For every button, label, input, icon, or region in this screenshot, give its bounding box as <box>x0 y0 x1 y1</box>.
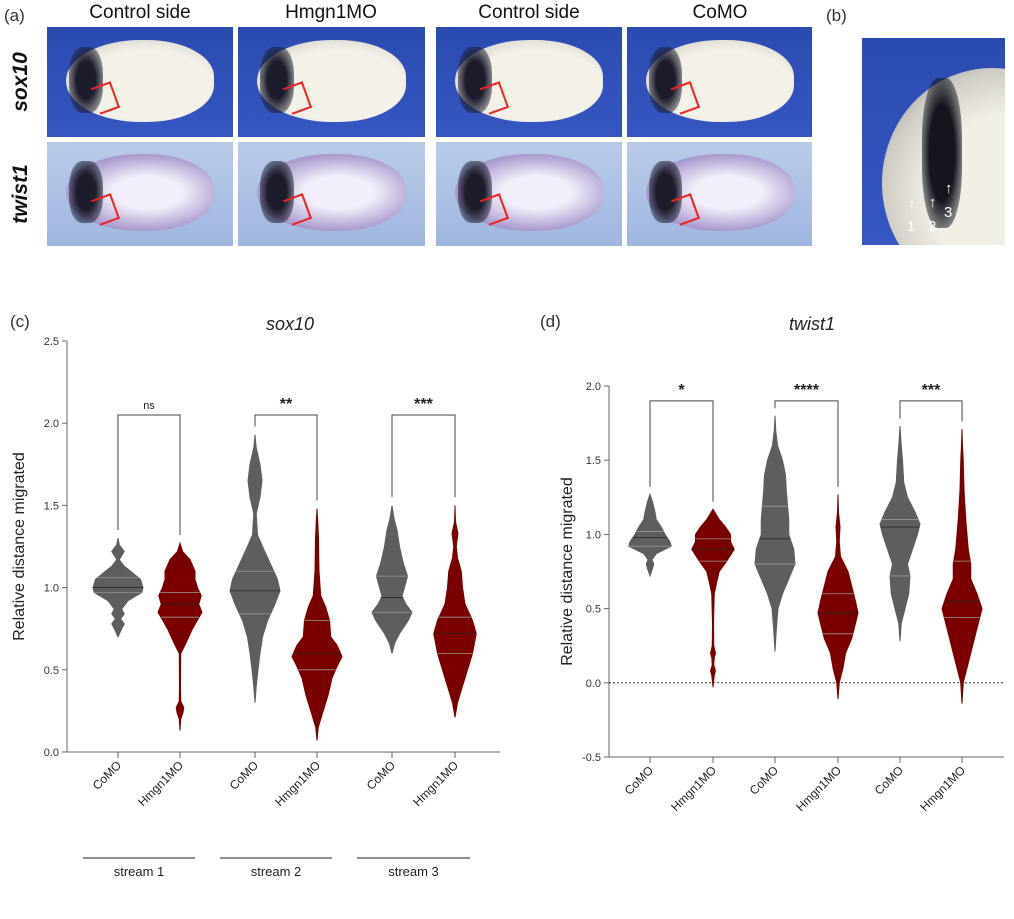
significance-label: * <box>678 382 685 399</box>
significance-bracket <box>391 414 456 498</box>
arrow-icon: ↑ <box>908 196 916 213</box>
significance-bracket <box>899 400 963 422</box>
significance-bracket <box>254 414 318 501</box>
x-tick-label: Hmgn1MO <box>135 758 186 809</box>
y-axis-label: Relative distance migrated <box>11 452 28 641</box>
chart-title: twist1 <box>789 314 835 334</box>
violin-como <box>229 434 281 703</box>
group-label: stream 1 <box>114 864 165 879</box>
violin-como <box>754 415 796 652</box>
significance-label: *** <box>922 382 941 399</box>
significance-label: ** <box>280 396 293 413</box>
embryo-photo-sox10-3 <box>436 27 622 137</box>
x-tick-label: CoMO <box>227 758 261 792</box>
violin-hmgn1mo <box>157 541 203 731</box>
embryo-photo-twist1-1 <box>47 142 233 246</box>
arrow-label-2: 2 <box>928 218 937 235</box>
y-tick-label: 1.5 <box>44 500 59 512</box>
x-tick-label: Hmgn1MO <box>272 758 323 809</box>
column-title: CoMO <box>692 2 748 23</box>
y-tick-label: 0.5 <box>44 665 59 677</box>
x-tick-label: Hmgn1MO <box>917 763 968 814</box>
arrow-label-3: 3 <box>944 204 953 221</box>
y-tick-label: -0.5 <box>582 752 601 764</box>
violin-hmgn1mo <box>941 429 983 704</box>
arrow-label-1: 1 <box>907 218 916 235</box>
violin-hmgn1mo <box>817 494 859 700</box>
embryo-photo-sox10-4 <box>627 27 812 137</box>
embryo-photo-twist1-3 <box>436 142 622 246</box>
column-title: Control side <box>478 2 580 23</box>
x-tick-label: CoMO <box>747 763 781 797</box>
y-tick-label: 1.5 <box>586 455 601 467</box>
arrow-icon: ↑ <box>929 194 937 211</box>
significance-bracket <box>117 414 181 535</box>
embryo-photo-sox10-2 <box>238 27 425 137</box>
embryo-photo-sox10-1 <box>47 27 233 137</box>
x-tick-label: CoMO <box>364 758 398 792</box>
embryo-photo-twist1-4 <box>627 142 812 246</box>
y-tick-label: 2.0 <box>586 381 601 393</box>
violin-como <box>879 426 921 642</box>
panel-b-label: (b) <box>826 6 847 25</box>
x-tick-label: CoMO <box>622 763 656 797</box>
panel-d-label: (d) <box>540 312 561 331</box>
group-label: stream 2 <box>251 864 302 879</box>
violin-hmgn1mo <box>433 505 477 718</box>
violin-como <box>628 492 672 578</box>
significance-bracket <box>774 400 839 487</box>
x-tick-label: Hmgn1MO <box>793 763 844 814</box>
x-tick-label: CoMO <box>872 763 906 797</box>
significance-label: ns <box>143 400 155 412</box>
violin-hmgn1mo <box>291 508 343 741</box>
chart-title: sox10 <box>266 314 314 334</box>
panel-c-label: (c) <box>10 312 30 331</box>
significance-label: *** <box>414 396 433 413</box>
y-tick-label: 0.0 <box>44 747 59 759</box>
panel-a-label: (a) <box>4 6 25 25</box>
chart-twist1: twist1 Relative distance migrated -0.5 0.0 0… <box>559 314 1004 814</box>
x-tick-label: Hmgn1MO <box>668 763 719 814</box>
x-tick-label: Hmgn1MO <box>410 758 461 809</box>
y-tick-label: 1.0 <box>586 529 601 541</box>
y-tick-label: 2.0 <box>44 418 59 430</box>
violin-como <box>371 505 413 654</box>
group-label: stream 3 <box>388 864 439 879</box>
arrow-icon: ↑ <box>945 180 953 197</box>
significance-label: **** <box>794 382 820 399</box>
y-tick-label: 2.5 <box>44 336 59 348</box>
closeup-photo: 1 2 3 ↑ ↑ ↑ <box>862 38 1005 245</box>
y-tick-label: 0.0 <box>586 678 601 690</box>
x-tick-label: CoMO <box>90 758 124 792</box>
embryo-photo-twist1-2 <box>238 142 425 246</box>
chart-sox10: sox10 Relative distance migrated 0.0 0.5 1.0… <box>11 314 500 879</box>
y-tick-label: 0.5 <box>586 604 601 616</box>
violin-hmgn1mo <box>691 508 735 688</box>
y-axis-label: Relative distance migrated <box>559 477 576 666</box>
y-tick-label: 1.0 <box>44 583 59 595</box>
column-title: Control side <box>89 2 191 23</box>
significance-bracket <box>649 400 714 502</box>
column-title: Hmgn1MO <box>285 2 377 23</box>
